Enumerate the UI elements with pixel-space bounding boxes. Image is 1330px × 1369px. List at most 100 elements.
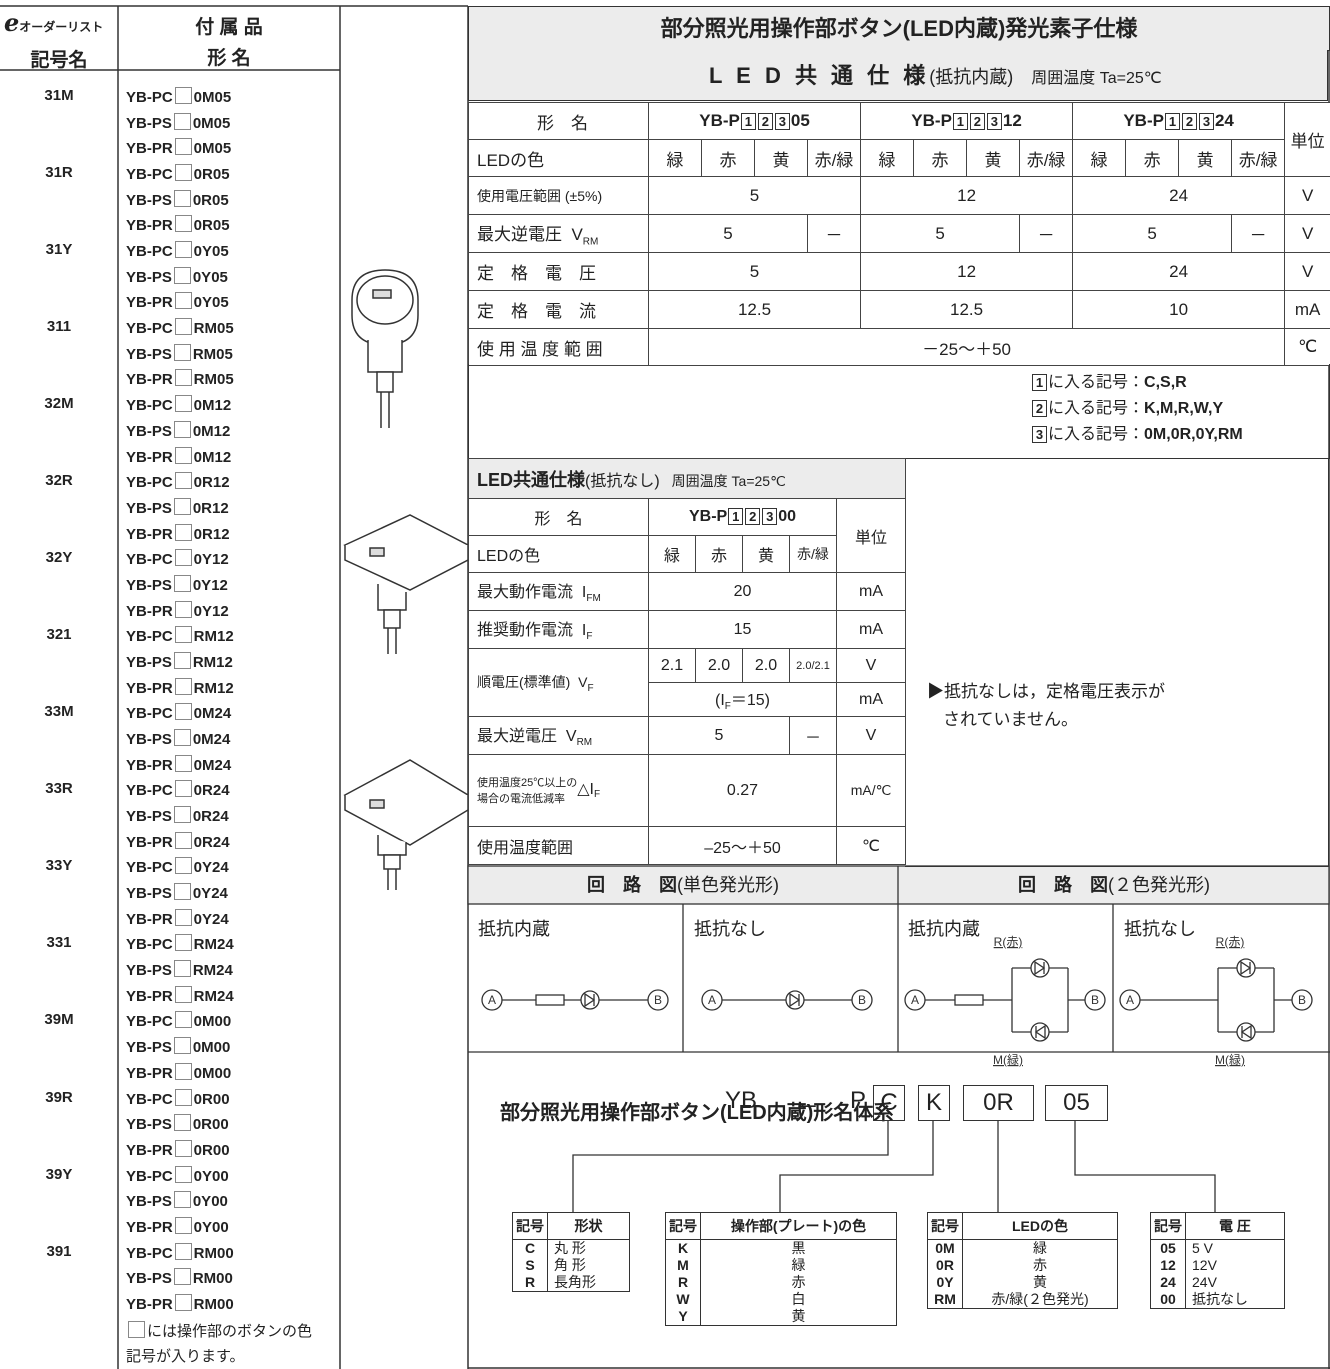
form-prefix: YB-PS	[126, 1193, 172, 1211]
form-blank	[174, 780, 192, 798]
form-suffix: 0R24	[193, 782, 230, 800]
text: 緑	[1072, 139, 1127, 177]
legend-head: 操作部(プレート)の色	[700, 1212, 897, 1240]
legend-value: 24V	[1185, 1274, 1285, 1291]
order-form: YB-PR 0Y24	[126, 908, 229, 928]
path	[367, 340, 403, 373]
order-form: YB-PS RM05	[126, 343, 233, 363]
legend-head: 記号	[927, 1212, 963, 1240]
form-prefix: YB-PR	[126, 679, 173, 697]
legend-row: 0Y 黄	[927, 1274, 1118, 1291]
legend-row: 24 24V	[1150, 1274, 1285, 1291]
text: 赤	[701, 139, 755, 177]
form-suffix: RM05	[192, 345, 233, 363]
text: 周囲温度 Ta=25℃	[671, 472, 786, 489]
form-prefix: YB-PC	[126, 551, 173, 569]
rect	[535, 994, 565, 1006]
legend-row: 12 12V	[1150, 1257, 1285, 1274]
form-prefix: YB-PR	[126, 1295, 173, 1313]
text: 赤/緑	[806, 139, 862, 177]
text: V	[1284, 214, 1330, 253]
order-form: YB-PC 0Y00	[126, 1165, 229, 1185]
legend-code: 0M	[927, 1239, 963, 1257]
form-blank	[174, 1216, 192, 1234]
order-form: YB-PR 0R00	[126, 1139, 230, 1159]
text: 単位	[1284, 102, 1330, 177]
path	[584, 992, 596, 1008]
model-box: 3	[986, 113, 1002, 131]
order-form: YB-PR RM12	[126, 677, 234, 697]
tr: 最大逆電圧 VRM 5 － 5 － 5 － V	[468, 214, 1330, 253]
legend-header: 記号 形状	[512, 1212, 630, 1240]
legend-code: M	[665, 1257, 701, 1274]
form-prefix: YB-PR	[126, 371, 173, 389]
order-form: YB-PC 0M24	[126, 703, 231, 722]
form-suffix: 0Y05	[192, 268, 228, 286]
b: YB-P 1 2 3 05	[647, 102, 862, 140]
text: B	[654, 993, 662, 1007]
text: mA/℃	[835, 754, 907, 827]
form-blank	[174, 703, 192, 721]
b: YB-P 1 2 3 12	[860, 102, 1074, 140]
legend-code: R	[665, 1274, 701, 1291]
order-form: YB-PS RM24	[126, 960, 233, 979]
circle	[1030, 958, 1050, 978]
circuit-header: 回 路 図(２色発光形)	[898, 866, 1330, 904]
text: I	[581, 584, 587, 602]
tr: 順電圧(標準値) VF 2.1 2.0 2.0 2.0/2.1 V	[468, 648, 907, 717]
legend-code: 00	[1150, 1291, 1186, 1309]
legend-value: 白	[700, 1291, 897, 1308]
note-box: 3	[1032, 426, 1047, 444]
form-suffix: 0M05	[192, 114, 231, 132]
text: 12	[860, 176, 1074, 215]
form-suffix: 0Y24	[192, 885, 228, 903]
legend-head: LEDの色	[962, 1212, 1118, 1240]
text: M(緑)	[993, 1053, 1023, 1067]
legend-table: 記号 操作部(プレート)の色 K 黒 M 緑 R 赤 W 白 Y 黄	[665, 1212, 897, 1326]
form-prefix: YB-PR	[126, 602, 173, 620]
legend-value: 角 形	[547, 1257, 630, 1274]
order-code: 33M	[44, 703, 74, 721]
model-box: 1	[728, 508, 744, 526]
header-form: 形 名	[207, 48, 251, 69]
legend-code: RM	[927, 1291, 963, 1309]
form-suffix: 0M00	[192, 1039, 231, 1057]
form-prefix: YB-PC	[126, 320, 173, 338]
form-prefix: YB-PC	[126, 705, 173, 723]
text: 5	[648, 214, 808, 253]
legend-plate: 記号 操作部(プレート)の色 K 黒 M 緑 R 赤 W 白 Y 黄	[665, 1212, 897, 1326]
order-form: YB-PR 0R24	[126, 831, 230, 851]
text: 回 路 図	[1018, 875, 1108, 895]
order-form: YB-PC 0R00	[126, 1088, 230, 1108]
text: 20	[648, 572, 837, 611]
order-form: YB-PS 0M05	[126, 112, 231, 132]
legend-voltage: 記号電 圧 05 5 V 12 12V 24 24V 00 抵抗なし	[1150, 1212, 1285, 1309]
tbody: 形 名 YB-P 1 2 3 05 YB-P 1 2 3 12 YB-P 1 2 3 24 単位 LEDの色 緑…	[468, 102, 1330, 366]
order-code: 31M	[44, 87, 74, 104]
model-suffix: 00	[778, 508, 797, 525]
form-suffix: RM00	[193, 1295, 234, 1313]
circle	[701, 989, 723, 1011]
text: 24	[1072, 252, 1286, 291]
text: (２色発光形)	[1108, 875, 1210, 895]
legend-code: 12	[1150, 1257, 1186, 1274]
model-prefix: YB-P	[699, 111, 740, 130]
order-form: YB-PC RM12	[126, 626, 234, 645]
text: 形 名	[468, 498, 649, 536]
form-blank	[174, 87, 192, 104]
form-suffix: 0R12	[193, 525, 230, 543]
model-box: 2	[757, 113, 773, 131]
form-suffix: RM12	[192, 653, 233, 671]
form-blank	[173, 266, 191, 284]
circle	[1030, 1022, 1050, 1042]
header-accessory: 付 属 品	[195, 17, 263, 38]
form-prefix: YB-PS	[126, 1039, 172, 1057]
tr: 推奨動作電流 IF 15 mA	[468, 610, 907, 649]
order-code: 32M	[44, 395, 74, 413]
legend-head: 電 圧	[1185, 1212, 1285, 1240]
order-code: 39Y	[45, 1165, 73, 1183]
circle	[647, 989, 669, 1011]
text: (I	[714, 692, 725, 710]
